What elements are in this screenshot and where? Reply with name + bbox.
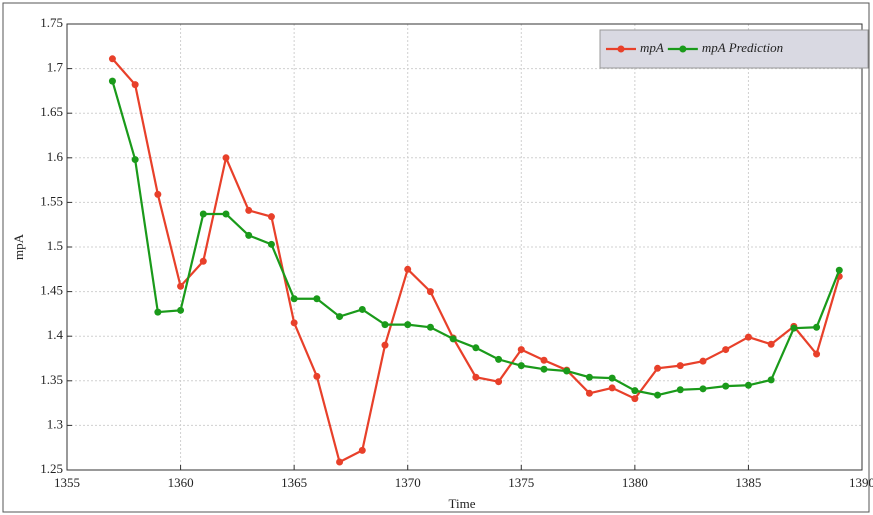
data-point: [222, 154, 230, 162]
data-point: [313, 372, 321, 380]
data-point: [608, 384, 616, 392]
x-tick-label: 1360: [168, 475, 194, 490]
data-point: [767, 376, 775, 384]
data-point: [790, 324, 798, 332]
data-point: [108, 55, 116, 63]
legend: mpA mpA Prediction: [599, 29, 869, 69]
data-point: [199, 210, 207, 218]
y-tick-label: 1.75: [40, 15, 63, 30]
data-point: [472, 344, 480, 352]
data-point: [767, 340, 775, 348]
y-tick-label: 1.5: [47, 238, 63, 253]
data-point: [540, 365, 548, 373]
data-point: [563, 367, 571, 375]
legend-marker: [679, 45, 687, 53]
data-point: [608, 374, 616, 382]
x-axis-label: Time: [449, 496, 476, 511]
data-point: [744, 381, 752, 389]
data-point: [290, 319, 298, 327]
data-point: [517, 346, 525, 354]
plot-area: [66, 23, 863, 471]
legend-box: [599, 29, 869, 69]
x-tick-label: 1375: [508, 475, 534, 490]
data-point: [404, 265, 412, 273]
data-point: [654, 391, 662, 399]
data-point: [154, 190, 162, 198]
legend-marker: [617, 45, 625, 53]
data-point: [699, 357, 707, 365]
data-point: [540, 356, 548, 364]
data-point: [585, 373, 593, 381]
data-point: [699, 385, 707, 393]
data-point: [245, 206, 253, 214]
data-point: [177, 306, 185, 314]
data-point: [381, 341, 389, 349]
data-point: [358, 305, 366, 313]
x-tick-label: 1380: [622, 475, 648, 490]
legend-label: mpA Prediction: [702, 40, 783, 55]
data-point: [154, 308, 162, 316]
x-tick-label: 1365: [281, 475, 307, 490]
data-point: [585, 389, 593, 397]
data-point: [517, 362, 525, 370]
data-point: [813, 350, 821, 358]
data-point: [177, 282, 185, 290]
data-point: [631, 387, 639, 395]
x-tick-label: 1390: [849, 475, 873, 490]
x-tick-label: 1370: [395, 475, 421, 490]
data-point: [722, 382, 730, 390]
data-point: [108, 77, 116, 85]
data-point: [199, 257, 207, 265]
y-tick-label: 1.45: [40, 283, 63, 298]
y-tick-label: 1.3: [47, 416, 63, 431]
data-point: [313, 295, 321, 303]
legend-label: mpA: [640, 40, 664, 55]
data-point: [404, 321, 412, 329]
data-point: [290, 295, 298, 303]
data-point: [722, 346, 730, 354]
x-tick-label: 1355: [54, 475, 80, 490]
data-point: [835, 266, 843, 274]
data-point: [222, 210, 230, 218]
data-point: [631, 395, 639, 403]
data-point: [267, 240, 275, 248]
data-point: [426, 323, 434, 331]
data-point: [449, 335, 457, 343]
data-point: [744, 333, 752, 341]
data-point: [131, 81, 139, 89]
y-tick-label: 1.35: [40, 372, 63, 387]
data-point: [245, 231, 253, 239]
data-point: [472, 373, 480, 381]
data-point: [267, 213, 275, 221]
data-point: [381, 321, 389, 329]
data-point: [654, 364, 662, 372]
data-point: [676, 386, 684, 394]
data-point: [426, 288, 434, 296]
data-point: [813, 323, 821, 331]
x-tick-label: 1385: [735, 475, 761, 490]
data-point: [495, 378, 503, 386]
y-axis-label: mpA: [11, 233, 26, 260]
y-tick-label: 1.55: [40, 193, 63, 208]
data-point: [358, 446, 366, 454]
y-tick-label: 1.6: [47, 149, 64, 164]
data-point: [336, 458, 344, 466]
y-tick-label: 1.25: [40, 461, 63, 476]
y-tick-label: 1.4: [47, 327, 64, 342]
data-point: [676, 362, 684, 370]
data-point: [131, 156, 139, 164]
y-tick-label: 1.65: [40, 104, 63, 119]
data-point: [336, 313, 344, 321]
data-point: [495, 355, 503, 363]
y-tick-label: 1.7: [47, 60, 64, 75]
